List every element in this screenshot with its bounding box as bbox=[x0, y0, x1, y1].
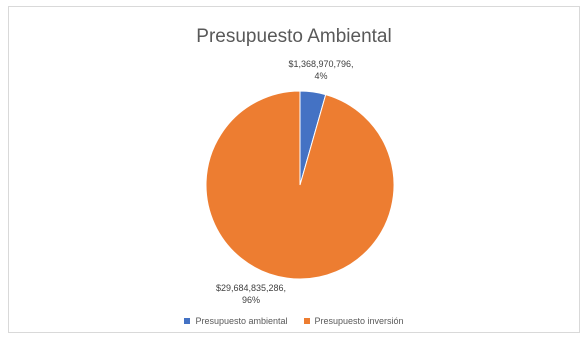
data-label-inversion-percent: 96% bbox=[241, 295, 260, 305]
legend-item-inversion: Presupuesto inversión bbox=[303, 316, 404, 326]
legend-label-ambiental: Presupuesto ambiental bbox=[195, 316, 288, 326]
chart-title: Presupuesto Ambiental bbox=[196, 26, 392, 47]
data-label-inversion: $29,684,835,286, 96% bbox=[209, 282, 293, 306]
data-label-ambiental-percent: 4% bbox=[314, 71, 328, 81]
legend-label-inversion: Presupuesto inversión bbox=[314, 316, 404, 326]
legend-item-ambiental: Presupuesto ambiental bbox=[184, 316, 288, 326]
pie-slice-inversion bbox=[205, 90, 395, 280]
legend-swatch-inversion bbox=[303, 318, 310, 324]
legend-swatch-ambiental bbox=[184, 318, 191, 324]
data-label-ambiental: $1,368,970,796, 4% bbox=[283, 58, 359, 82]
data-label-inversion-value: $29,684,835,286, bbox=[215, 283, 287, 293]
data-label-ambiental-value: $1,368,970,796, bbox=[288, 59, 354, 69]
legend: Presupuesto ambiental Presupuesto invers… bbox=[0, 316, 588, 326]
